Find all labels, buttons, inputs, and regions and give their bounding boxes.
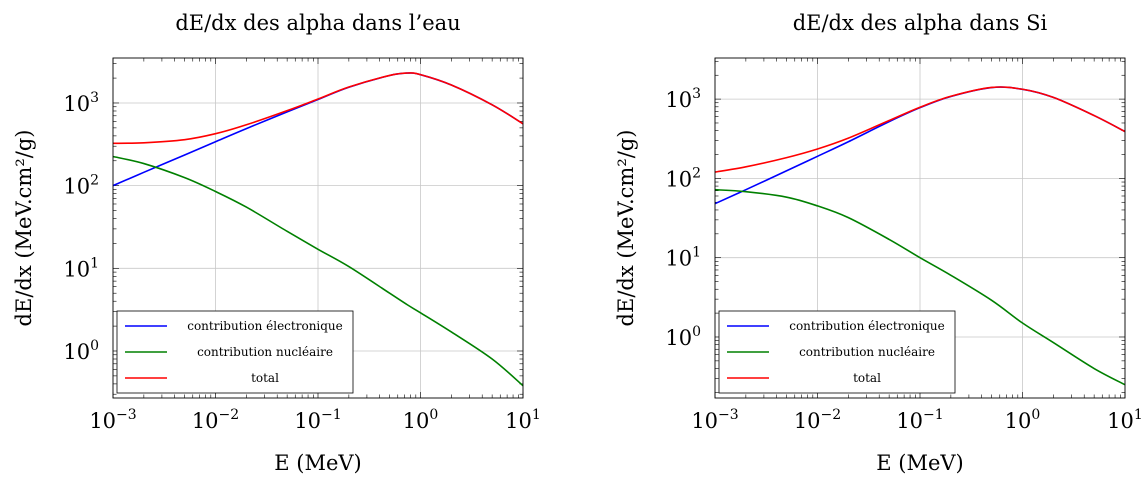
x-tick-label: 101 [1107,407,1143,433]
chart-title: dE/dx des alpha dans l’eau [175,11,460,35]
series-total-line [112,72,524,145]
series-nuclear-line [112,155,524,387]
y-tick-label: 100 [665,324,701,350]
y-tick-label: 101 [63,255,99,281]
y-tick-label: 103 [665,86,701,112]
y-axis-label: dE/dx (MeV.cm²/g) [614,130,638,327]
minor-ticks [112,58,524,398]
chart-title: dE/dx des alpha dans Si [793,11,1048,35]
y-tick-label: 100 [63,338,99,364]
x-tick-label: 100 [1005,407,1041,433]
x-tick-label: 100 [403,407,439,433]
x-tick-label: 10−2 [192,407,239,433]
y-tick-label: 101 [665,245,701,271]
series-nuclear-line [714,188,1126,386]
plot-frame [112,57,524,399]
chart-water: 10−3 10−2 10−1 100 101 100 101 102 103 dE/dx des … [12,11,541,475]
chart-silicon: 10−3 10−2 10−1 100 101 100 101 102 103 dE/dx des … [614,11,1143,475]
legend-label: contribution nucléaire [799,345,935,359]
y-tick-label: 103 [63,90,99,116]
x-axis-label: E (MeV) [876,451,964,475]
y-tick-label: 102 [63,173,99,199]
x-tick-label: 101 [505,407,541,433]
series-group [714,86,1126,386]
series-total-line [714,86,1126,173]
y-axis-label: dE/dx (MeV.cm²/g) [12,130,36,327]
legend-label: total [853,371,881,385]
x-axis-label: E (MeV) [274,451,362,475]
legend-label: total [251,371,279,385]
x-tick-label: 10−1 [294,407,341,433]
x-tick-label: 10−3 [89,407,136,433]
legend: contribution électronique contribution nu… [718,310,956,394]
series-group [112,72,524,387]
legend-label: contribution électronique [789,319,945,333]
y-tick-label: 102 [665,165,701,191]
x-tick-label: 10−2 [794,407,841,433]
legend: contribution électronique contribution nu… [116,310,354,394]
x-tick-label: 10−3 [691,407,738,433]
legend-label: contribution nucléaire [197,345,333,359]
x-tick-label: 10−1 [896,407,943,433]
plot-frame [714,57,1126,399]
legend-label: contribution électronique [187,319,343,333]
